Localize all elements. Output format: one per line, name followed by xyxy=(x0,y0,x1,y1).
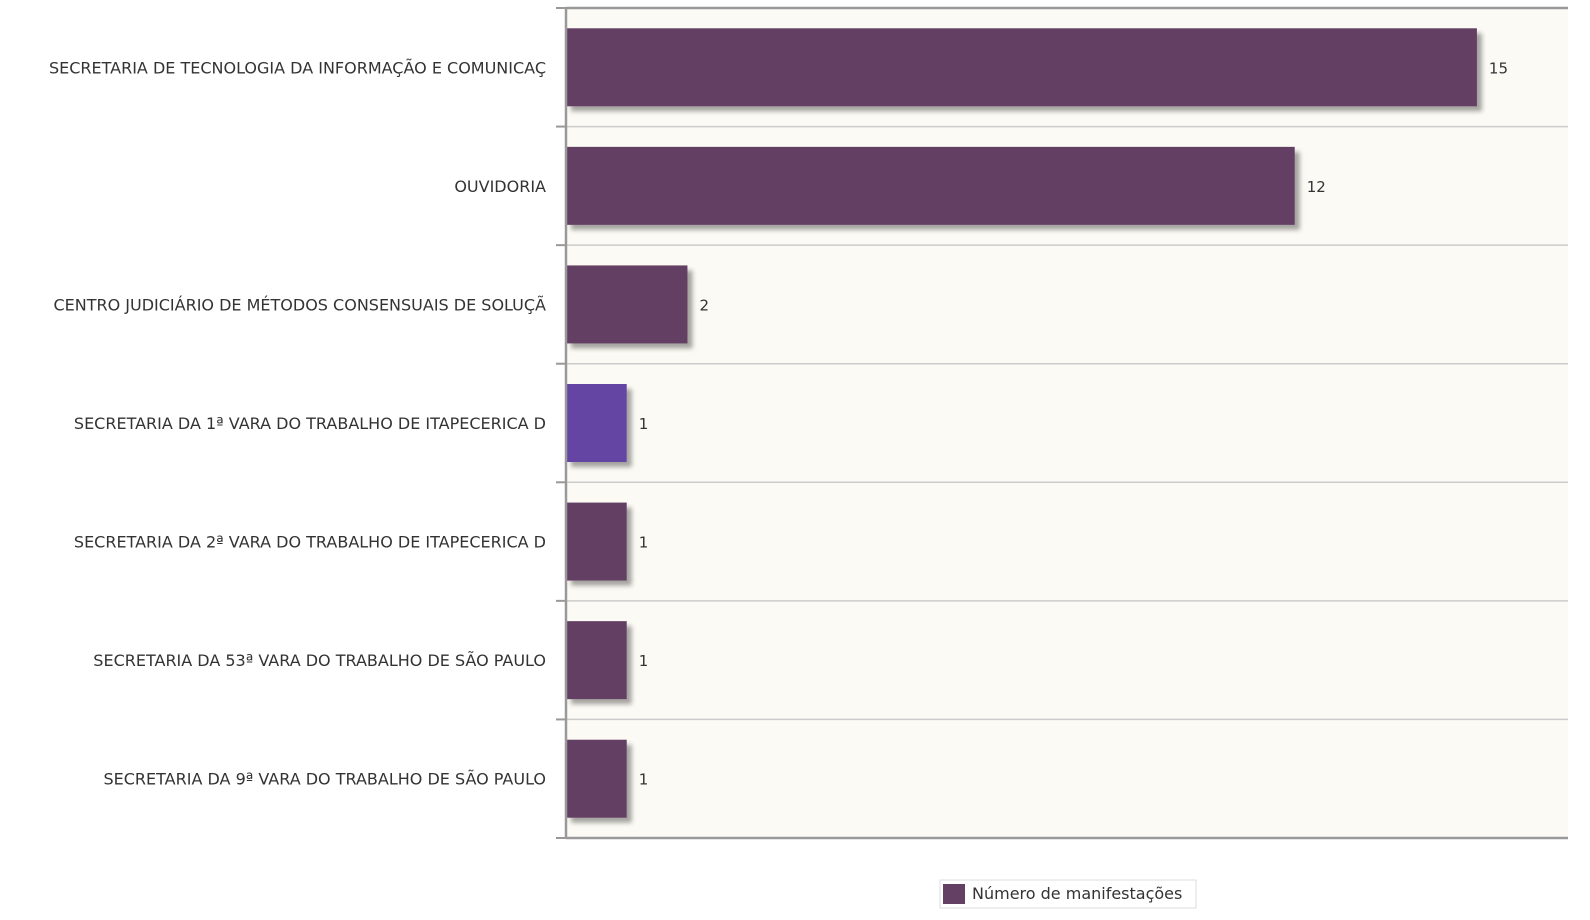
bar xyxy=(566,265,688,344)
category-label: SECRETARIA DA 1ª VARA DO TRABALHO DE ITA… xyxy=(74,414,546,433)
gridlines xyxy=(566,125,1568,721)
bar xyxy=(566,28,1477,107)
category-label: SECRETARIA DA 2ª VARA DO TRABALHO DE ITA… xyxy=(74,533,546,552)
category-label: SECRETARIA DA 53ª VARA DO TRABALHO DE SÃ… xyxy=(93,651,546,670)
value-label: 15 xyxy=(1489,59,1508,77)
value-label: 1 xyxy=(639,415,649,433)
category-labels: SECRETARIA DE TECNOLOGIA DA INFORMAÇÃO E… xyxy=(49,58,546,788)
category-label: OUVIDORIA xyxy=(454,177,546,196)
value-label: 2 xyxy=(699,296,709,314)
legend-label: Número de manifestações xyxy=(972,884,1182,903)
legend: Número de manifestações xyxy=(939,879,1197,909)
value-label: 1 xyxy=(639,534,649,552)
bar xyxy=(566,146,1295,225)
value-label: 1 xyxy=(639,652,649,670)
legend-swatch xyxy=(943,884,965,904)
category-label: CENTRO JUDICIÁRIO DE MÉTODOS CONSENSUAIS… xyxy=(53,295,546,314)
category-label: SECRETARIA DA 9ª VARA DO TRABALHO DE SÃO… xyxy=(103,770,546,789)
value-labels: 15 12 2 1 1 1 1 xyxy=(639,59,1508,788)
category-label: SECRETARIA DE TECNOLOGIA DA INFORMAÇÃO E… xyxy=(49,58,546,77)
bar xyxy=(566,384,627,462)
value-label: 12 xyxy=(1307,178,1326,196)
bar xyxy=(566,739,627,818)
bar xyxy=(566,621,627,700)
bars xyxy=(566,28,1477,818)
bar xyxy=(566,502,627,581)
axes xyxy=(556,6,1568,840)
plot-area xyxy=(566,8,1568,838)
value-label: 1 xyxy=(639,771,649,789)
legend-box xyxy=(939,879,1197,909)
